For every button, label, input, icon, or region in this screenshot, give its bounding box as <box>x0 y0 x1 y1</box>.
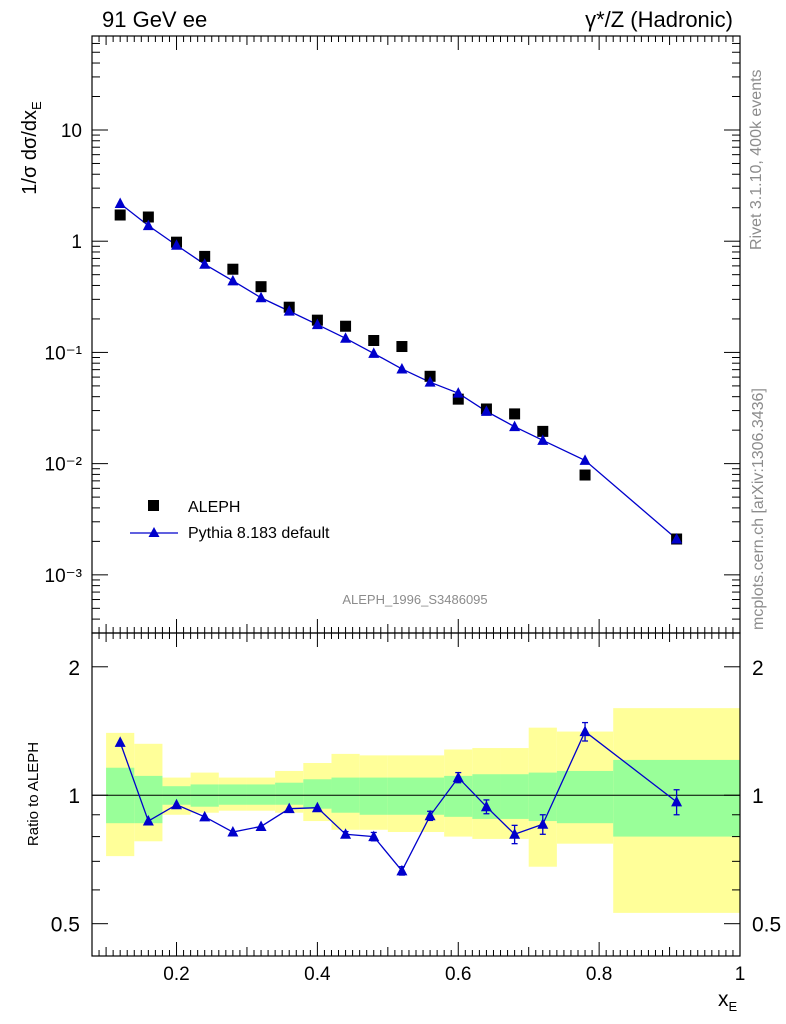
mc-point <box>114 197 126 209</box>
data-point <box>142 211 154 223</box>
mc-point <box>311 318 323 330</box>
ratio-y-tick-label-left: 2 <box>68 657 80 680</box>
ratio-point <box>452 771 464 783</box>
data-point <box>255 281 267 293</box>
mc-point <box>671 533 683 544</box>
mc-point <box>396 362 408 374</box>
ratio-point <box>255 820 267 831</box>
x-tick-label: 0.4 <box>304 964 331 985</box>
ratio-point <box>142 815 154 826</box>
ratio-point <box>227 826 239 837</box>
legend-data-label: ALEPH <box>188 499 240 516</box>
main-panel: 10⁻³ 10⁻² 10⁻¹ 1 10 <box>45 35 741 634</box>
main-ylabel-text: 1/σ dσ/dx <box>19 110 41 195</box>
ratio-band-inner <box>528 772 557 822</box>
x-tick-label: 1 <box>735 964 746 985</box>
ratio-point <box>171 798 183 810</box>
ratio-point <box>509 828 521 839</box>
ratio-point <box>368 830 380 842</box>
ratio-band-inner <box>218 784 247 805</box>
mc-point <box>255 291 267 303</box>
main-ylabel-sub: E <box>29 101 44 110</box>
ratio-y-tick-label-left: 0.5 <box>51 914 80 937</box>
svg-text:1/σ dσ/dxE: 1/σ dσ/dxE <box>19 101 44 195</box>
data-point <box>579 469 591 481</box>
ratio-point <box>340 828 352 839</box>
header-right-title: γ*/Z (Hadronic) <box>585 7 733 32</box>
x-tick-label: 0.8 <box>586 964 612 985</box>
ratio-band-inner <box>359 777 388 815</box>
mc-point <box>452 387 464 398</box>
ratio-y-tick-label-right: 2 <box>752 657 764 680</box>
y-tick-label: 10⁻² <box>45 455 83 476</box>
mc-point <box>283 305 295 316</box>
mc-point <box>199 258 211 269</box>
ratio-point <box>424 809 436 821</box>
ratio-band-inner <box>556 770 614 824</box>
ratio-point <box>579 725 591 737</box>
ratio-point <box>114 736 126 747</box>
mc-point <box>424 376 436 387</box>
data-point <box>340 320 352 332</box>
legend-mc-marker <box>148 527 160 537</box>
data-point <box>509 408 521 420</box>
svg-text:xE: xE <box>718 988 738 1014</box>
mc-point <box>340 332 352 343</box>
mc-point <box>142 219 154 231</box>
data-point <box>396 341 408 353</box>
mc-point <box>171 239 183 250</box>
ratio-y-tick-label-right: 1 <box>752 785 764 808</box>
mc-point <box>537 434 549 445</box>
ratio-band-inner <box>416 777 445 815</box>
y-tick-label: 10⁻¹ <box>45 343 83 364</box>
analysis-label: ALEPH_1996_S3486095 <box>342 592 487 607</box>
data-point <box>114 209 126 221</box>
xlabel-text: x <box>718 988 729 1011</box>
mc-point <box>509 420 521 432</box>
ratio-band-inner <box>246 784 276 805</box>
y-tick-label: 10⁻³ <box>45 566 83 587</box>
mc-point <box>480 405 492 416</box>
ratio-y-tick-label-right: 0.5 <box>752 914 781 937</box>
mc-point <box>227 274 239 286</box>
ratio-point <box>480 800 492 812</box>
x-tick-label: 0.6 <box>445 964 471 985</box>
header-left-title: 91 GeV ee <box>102 7 207 32</box>
ratio-point <box>537 818 549 829</box>
ratio-y-tick-label-left: 1 <box>68 785 80 808</box>
ratio-band-inner <box>275 782 304 805</box>
data-point <box>537 425 549 437</box>
data-point <box>199 250 211 262</box>
ratio-line <box>119 730 678 873</box>
y-tick-label: 10 <box>61 121 82 142</box>
main-ylabel: 1/σ dσ/dxE <box>19 101 44 195</box>
ratio-point <box>396 864 408 876</box>
legend-data-marker <box>148 500 159 511</box>
ratio-point <box>671 795 683 807</box>
legend: ALEPH Pythia 8.183 default <box>130 499 330 542</box>
data-point <box>452 393 464 405</box>
ratio-ylabel: Ratio to ALEPH <box>25 742 42 846</box>
xlabel: xE <box>718 988 738 1014</box>
main-frame <box>91 35 741 634</box>
data-point <box>227 263 239 275</box>
mcplots-label: mcplots.cern.ch [arXiv:1306.3436] <box>750 388 767 630</box>
ratio-panel: 0.2 0.4 0.6 0.8 1 0.5 0.5 1 1 2 2 <box>51 36 781 985</box>
ratio-band-inner <box>500 774 529 819</box>
mc-point <box>368 347 380 358</box>
data-point <box>368 334 380 346</box>
legend-mc-label: Pythia 8.183 default <box>188 525 330 542</box>
ratio-band-inner <box>387 777 416 815</box>
rivet-version-label: Rivet 3.1.10, 400k events <box>748 69 765 250</box>
mc-point <box>579 454 591 465</box>
ratio-point <box>199 810 211 822</box>
xlabel-sub: E <box>729 999 738 1014</box>
ratio-point <box>311 801 323 813</box>
x-tick-label: 0.2 <box>163 964 189 985</box>
y-tick-label: 1 <box>71 232 82 253</box>
ratio-point <box>283 802 295 814</box>
